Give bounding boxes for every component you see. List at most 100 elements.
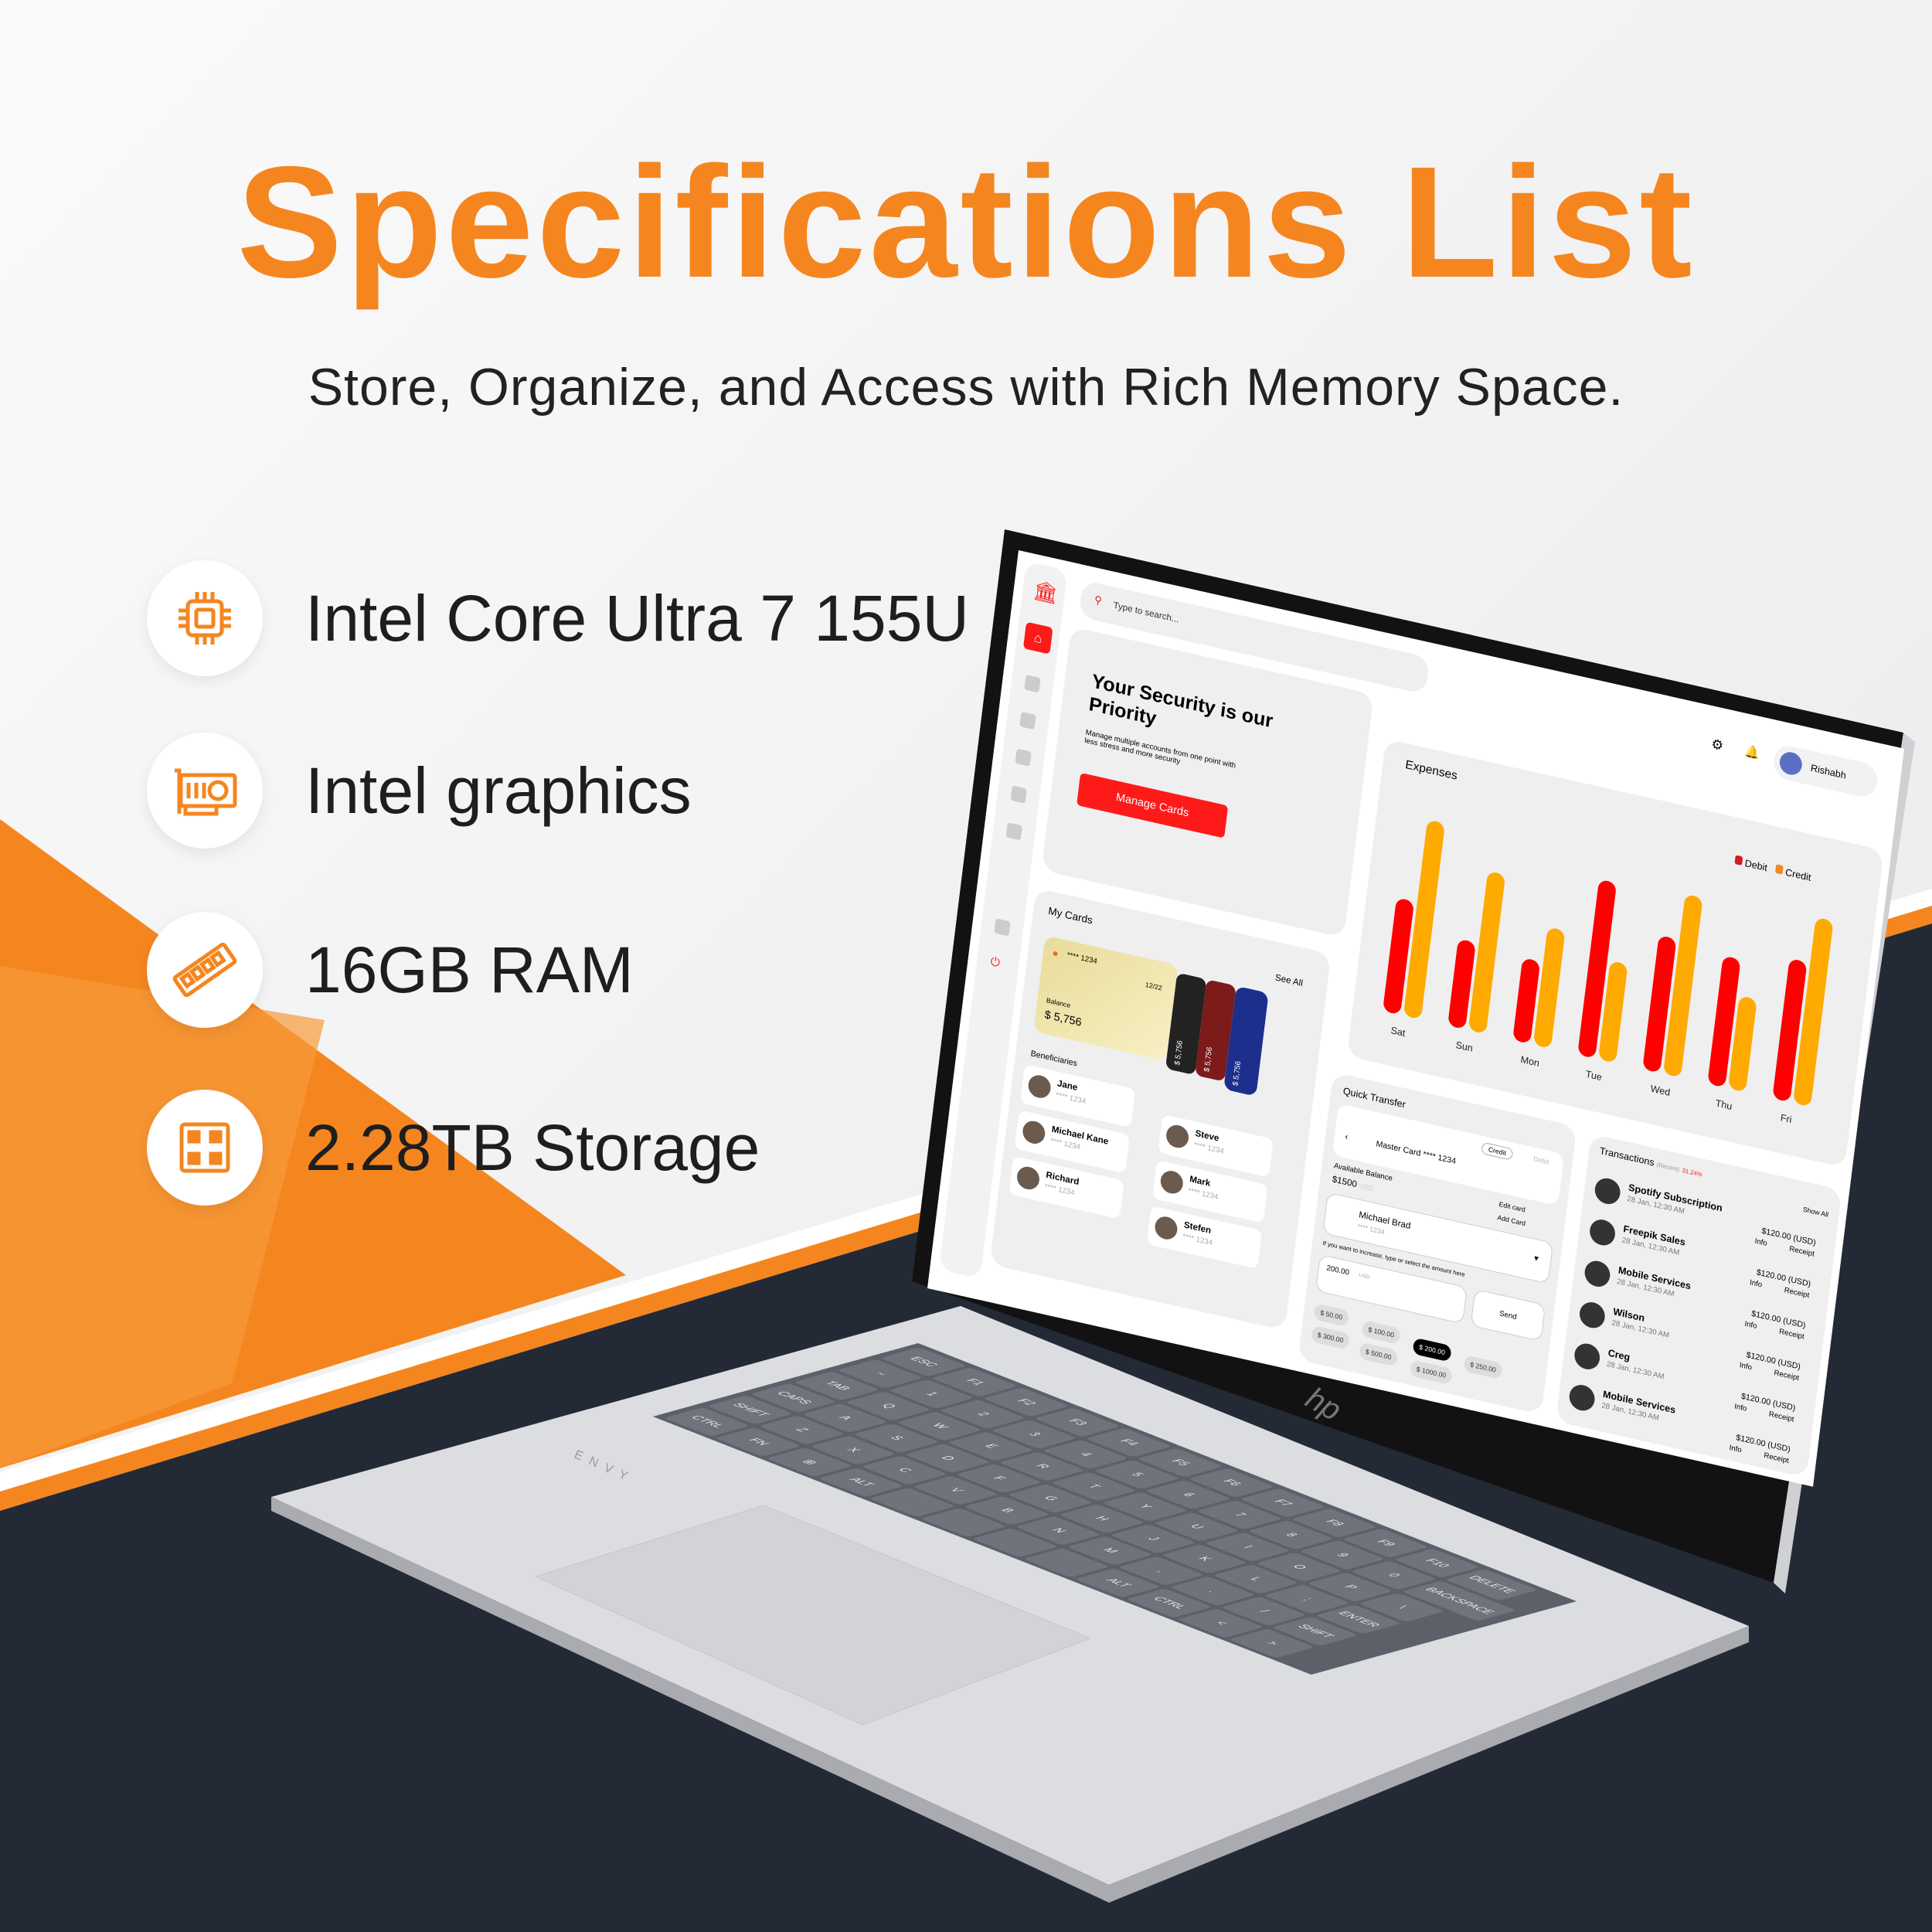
page-subtitle: Store, Organize, and Access with Rich Me… (308, 358, 1624, 417)
touchpad[interactable] (534, 1505, 1092, 1726)
chevron-left-icon[interactable]: ‹ (1344, 1131, 1349, 1142)
receipt-button[interactable]: Receipt (1778, 1327, 1805, 1342)
transactions-heading: Transactions (1599, 1145, 1655, 1168)
card-expiry: 12/22 (1145, 981, 1163, 992)
balance-label: Balance (1046, 996, 1071, 1009)
page-title: Specifications List (236, 134, 1696, 311)
day-label: Mon (1519, 1053, 1540, 1069)
ram-module-icon (147, 912, 263, 1028)
gear-icon[interactable]: ⚙ (1710, 736, 1725, 753)
toggle-credit[interactable]: Credit (1481, 1141, 1514, 1161)
day-label: Fri (1780, 1111, 1793, 1126)
gold-card[interactable]: ● **** 1234 12/22 Balance $ 5,756 (1033, 935, 1179, 1062)
bar-credit-mon (1532, 927, 1566, 1049)
mastercard-icon: ● (1051, 946, 1060, 960)
transaction-amount: $120.00 (USD) (1750, 1309, 1807, 1331)
spec-graphics: Intel graphics (147, 733, 692, 849)
beneficiary-name: Mark (1189, 1173, 1212, 1189)
send-button[interactable]: Send (1470, 1288, 1546, 1342)
transaction-amount: $120.00 (USD) (1760, 1226, 1817, 1248)
info-button[interactable]: Info (1743, 1319, 1758, 1331)
amount-chip[interactable]: $ 1000.00 (1409, 1359, 1454, 1386)
storage-icon (147, 1090, 263, 1206)
quick-transfer-panel: Quick Transfer Credit Debit ‹ Master Car… (1298, 1072, 1577, 1415)
spec-label: Intel graphics (305, 753, 692, 827)
laptop-base (271, 1306, 1749, 1885)
home-icon[interactable]: ⌂ (1022, 621, 1053, 655)
amount-chip[interactable]: $ 500.00 (1359, 1342, 1399, 1367)
transaction-icon (1578, 1299, 1607, 1331)
spec-storage: 2.28TB Storage (147, 1090, 760, 1206)
users-icon[interactable] (1010, 785, 1027, 804)
transaction-icon (1573, 1341, 1601, 1372)
day-label: Sat (1389, 1024, 1406, 1039)
show-all-link[interactable]: Show All (1802, 1205, 1829, 1219)
transaction-icon (1583, 1258, 1612, 1290)
manage-cards-button[interactable]: Manage Cards (1077, 772, 1229, 838)
see-all-link[interactable]: See All (1274, 971, 1304, 989)
amount-chip[interactable]: $ 200.00 (1412, 1337, 1452, 1362)
edit-card-link[interactable]: Edit card (1498, 1200, 1526, 1214)
logout-icon[interactable]: ⏻ (989, 955, 1001, 970)
bell-icon[interactable]: 🔔 (1743, 744, 1760, 761)
cards-icon[interactable] (1024, 675, 1041, 693)
info-button[interactable]: Info (1749, 1278, 1763, 1290)
my-cards-title: My Cards (1047, 904, 1094, 927)
user-name: Rishabh (1810, 762, 1847, 781)
transaction-icon (1567, 1382, 1597, 1413)
info-button[interactable]: Info (1729, 1444, 1743, 1455)
transaction-amount: $120.00 (USD) (1756, 1267, 1811, 1289)
spec-label: Intel Core Ultra 7 155U (305, 581, 970, 655)
amount-chip[interactable]: $ 50.00 (1313, 1303, 1350, 1328)
info-button[interactable]: Info (1733, 1402, 1747, 1413)
spec-label: 16GB RAM (305, 933, 634, 1006)
legend-credit-swatch (1774, 864, 1784, 875)
card-balance: $ 5,756 (1043, 1008, 1083, 1029)
receipt-button[interactable]: Receipt (1763, 1451, 1790, 1466)
beneficiaries-title: Beneficiaries (1030, 1049, 1078, 1069)
spec-ram: 16GB RAM (147, 912, 634, 1028)
notification-icon[interactable] (1005, 822, 1023, 841)
info-button[interactable]: Info (1739, 1361, 1753, 1372)
amount-chip[interactable]: $ 100.00 (1361, 1320, 1401, 1345)
amount-value: 200.00 (1325, 1264, 1350, 1277)
dropdown-arrow-icon[interactable]: ▼ (1532, 1253, 1541, 1264)
avatar (1165, 1123, 1190, 1151)
available-unit: USD (1359, 1182, 1374, 1192)
search-icon: ⚲ (1094, 593, 1103, 607)
transactions-panel: Transactions (Recent) 31.24% Show All Sp… (1555, 1133, 1842, 1478)
bank-logo-icon: 🏛 (1032, 578, 1060, 606)
spec-processor: Intel Core Ultra 7 155U (147, 560, 969, 676)
search-input[interactable]: Type to search... (1112, 600, 1180, 625)
orange-triangle-light (0, 966, 325, 1468)
receipt-button[interactable]: Receipt (1788, 1244, 1815, 1259)
transaction-icon (1593, 1175, 1622, 1207)
expenses-legend: Debit Credit (1734, 855, 1811, 883)
day-label: Wed (1650, 1082, 1672, 1098)
receipt-button[interactable]: Receipt (1773, 1369, 1800, 1383)
transactions-title: Transactions (Recent) 31.24% (1599, 1145, 1703, 1179)
avatar (1021, 1118, 1046, 1146)
card-number: **** 1234 (1066, 951, 1098, 966)
folder-icon[interactable] (1019, 711, 1036, 730)
lock-icon[interactable] (1015, 748, 1032, 767)
amount-chip[interactable]: $ 250.00 (1463, 1355, 1503, 1380)
transaction-amount: $120.00 (USD) (1735, 1433, 1791, 1454)
transactions-subtitle: (Recent) (1656, 1161, 1680, 1173)
info-button[interactable]: Info (1754, 1236, 1768, 1248)
avatar (1153, 1214, 1179, 1242)
transaction-amount: $120.00 (USD) (1746, 1350, 1801, 1372)
amount-chip[interactable]: $ 300.00 (1310, 1325, 1351, 1350)
card-name: Master Card **** 1234 (1375, 1139, 1457, 1166)
avatar (1015, 1164, 1041, 1192)
transaction-amount: $120.00 (USD) (1740, 1392, 1796, 1413)
receipt-button[interactable]: Receipt (1784, 1286, 1810, 1301)
receipt-button[interactable]: Receipt (1768, 1410, 1795, 1424)
user-profile[interactable]: Rishabh (1771, 743, 1879, 800)
settings-icon[interactable] (994, 918, 1011, 937)
avatar (1027, 1073, 1053, 1100)
toggle-debit[interactable]: Debit (1532, 1155, 1549, 1166)
add-card-link[interactable]: Add Card (1497, 1213, 1526, 1228)
expenses-title: Expenses (1404, 758, 1458, 783)
transactions-change: 31.24% (1682, 1167, 1703, 1179)
